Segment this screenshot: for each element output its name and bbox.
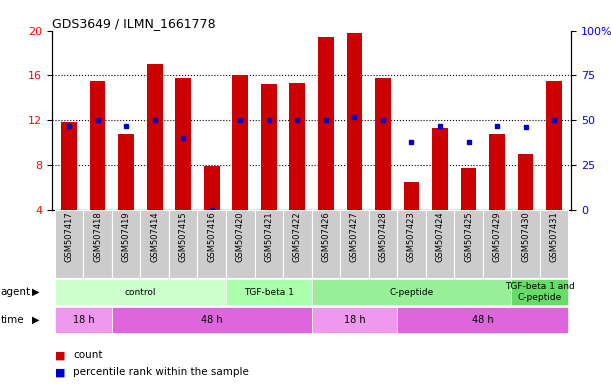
Text: GDS3649 / ILMN_1661778: GDS3649 / ILMN_1661778 — [52, 17, 216, 30]
Text: GSM507424: GSM507424 — [436, 212, 445, 262]
Text: GSM507425: GSM507425 — [464, 212, 473, 262]
Bar — [55, 308, 112, 333]
Bar — [232, 75, 248, 210]
Bar — [546, 81, 562, 210]
Text: time: time — [1, 315, 24, 325]
Bar — [312, 308, 397, 333]
Text: GSM507430: GSM507430 — [521, 212, 530, 263]
Text: GSM507431: GSM507431 — [550, 212, 558, 263]
Text: GSM507414: GSM507414 — [150, 212, 159, 262]
Bar — [312, 210, 340, 278]
Bar — [290, 83, 305, 210]
Bar — [169, 210, 197, 278]
Bar — [511, 210, 540, 278]
Bar — [226, 210, 255, 278]
Bar — [90, 81, 106, 210]
Text: control: control — [125, 288, 156, 296]
Bar — [397, 210, 426, 278]
Text: GSM507418: GSM507418 — [93, 212, 102, 263]
Bar — [518, 154, 533, 210]
Bar — [261, 84, 277, 210]
Text: GSM507416: GSM507416 — [207, 212, 216, 263]
Bar — [426, 210, 455, 278]
Text: ■: ■ — [55, 367, 65, 377]
Bar — [175, 78, 191, 210]
Bar — [511, 280, 568, 305]
Text: GSM507428: GSM507428 — [378, 212, 387, 263]
Text: 48 h: 48 h — [201, 315, 222, 325]
Text: TGF-beta 1: TGF-beta 1 — [244, 288, 294, 296]
Text: TGF-beta 1 and
C-peptide: TGF-beta 1 and C-peptide — [505, 282, 575, 302]
Bar — [312, 280, 511, 305]
Bar — [404, 182, 419, 210]
Text: GSM507417: GSM507417 — [65, 212, 73, 263]
Bar — [112, 308, 312, 333]
Text: 18 h: 18 h — [343, 315, 365, 325]
Bar — [483, 210, 511, 278]
Text: GSM507419: GSM507419 — [122, 212, 131, 262]
Bar — [432, 128, 448, 210]
Text: percentile rank within the sample: percentile rank within the sample — [73, 367, 249, 377]
Text: ■: ■ — [55, 350, 65, 360]
Text: agent: agent — [1, 287, 31, 297]
Text: ▶: ▶ — [32, 287, 39, 297]
Bar — [112, 210, 141, 278]
Bar — [283, 210, 312, 278]
Bar — [489, 134, 505, 210]
Bar — [540, 210, 568, 278]
Bar — [226, 280, 312, 305]
Bar — [346, 33, 362, 210]
Text: 18 h: 18 h — [73, 315, 94, 325]
Text: GSM507422: GSM507422 — [293, 212, 302, 262]
Bar — [255, 210, 283, 278]
Text: GSM507420: GSM507420 — [236, 212, 245, 262]
Bar — [455, 210, 483, 278]
Text: count: count — [73, 350, 103, 360]
Bar — [83, 210, 112, 278]
Text: GSM507421: GSM507421 — [265, 212, 273, 262]
Bar — [197, 210, 226, 278]
Text: GSM507423: GSM507423 — [407, 212, 416, 263]
Bar — [340, 210, 368, 278]
Bar — [461, 168, 477, 210]
Text: GSM507426: GSM507426 — [321, 212, 331, 263]
Bar — [119, 134, 134, 210]
Text: 48 h: 48 h — [472, 315, 494, 325]
Bar — [375, 78, 391, 210]
Bar — [204, 166, 219, 210]
Bar — [55, 210, 83, 278]
Bar — [61, 122, 77, 210]
Bar — [147, 64, 163, 210]
Bar — [318, 37, 334, 210]
Text: GSM507429: GSM507429 — [492, 212, 502, 262]
Text: GSM507427: GSM507427 — [350, 212, 359, 263]
Bar — [55, 280, 226, 305]
Bar — [368, 210, 397, 278]
Bar — [397, 308, 568, 333]
Text: C-peptide: C-peptide — [389, 288, 434, 296]
Text: ▶: ▶ — [32, 315, 39, 325]
Bar — [141, 210, 169, 278]
Text: GSM507415: GSM507415 — [178, 212, 188, 262]
